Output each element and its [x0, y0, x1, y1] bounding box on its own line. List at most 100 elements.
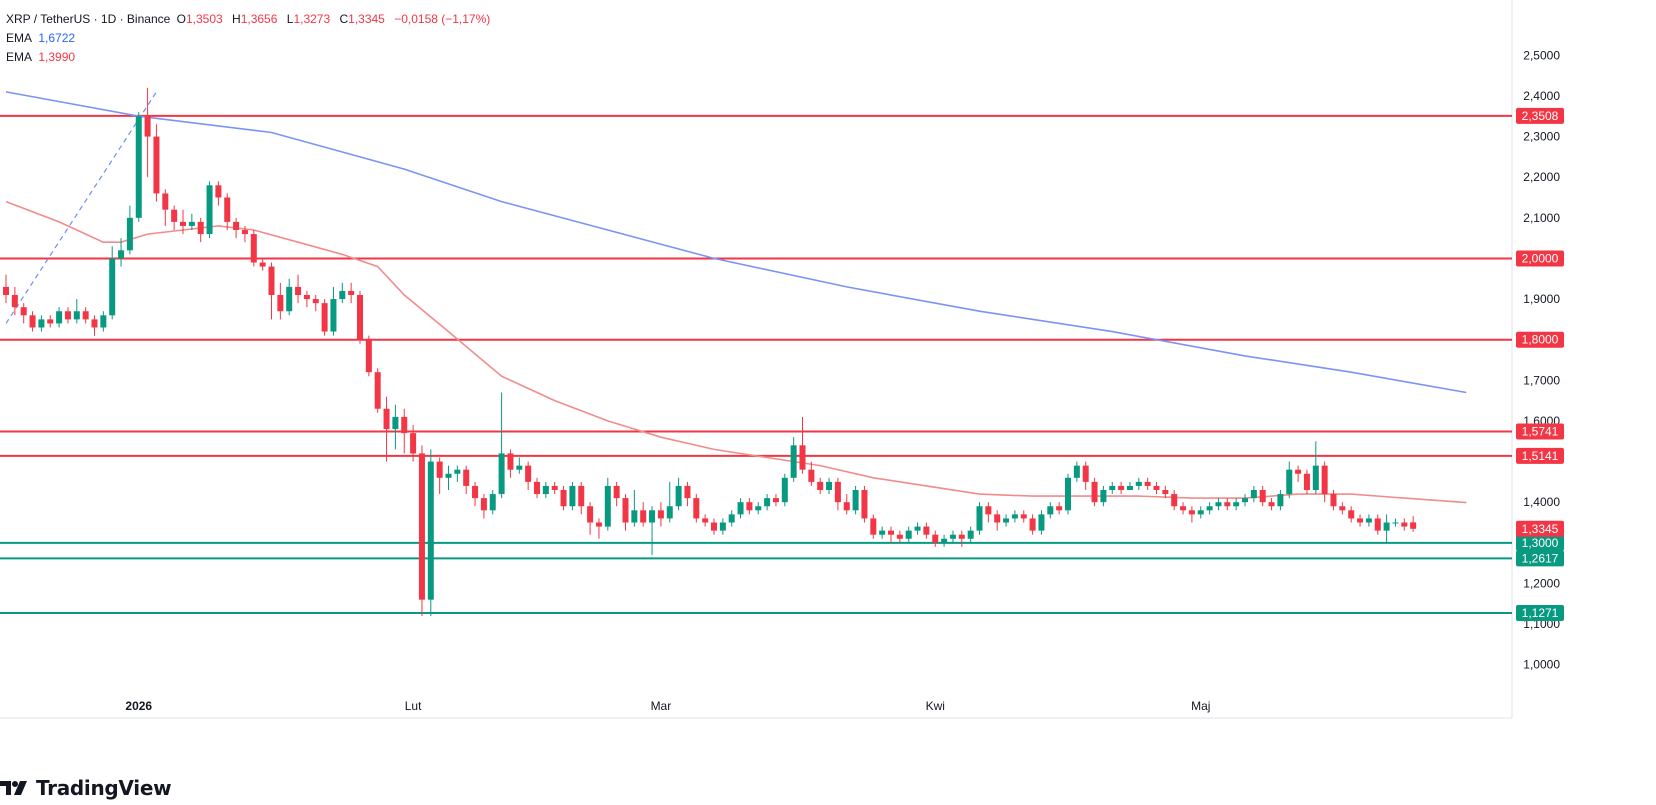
candle-body [737, 502, 744, 515]
candle-body [719, 522, 726, 531]
candle-body [1410, 522, 1417, 529]
candle-body [1242, 498, 1248, 503]
level-price-tag-bg [1516, 550, 1564, 567]
level-price-tag: 1,1271 [1522, 606, 1559, 620]
candle-body [1153, 485, 1160, 490]
candle-body [622, 498, 629, 523]
ema-long-value: 1,6722 [38, 31, 76, 45]
level-price-tag-bg [1516, 534, 1564, 551]
level-price-tag: 1,2617 [1522, 551, 1559, 565]
level-price-tag: 1,5741 [1522, 424, 1559, 438]
candle-body [82, 311, 89, 320]
level-price-tag-bg [1516, 423, 1564, 440]
candle-body [171, 209, 178, 222]
candle-body [1224, 502, 1231, 507]
candle-body [339, 290, 346, 300]
price-tags: 2,3508 2,0000 1,8000 1,5741 1,5141 1,30001,26… [1516, 107, 1564, 622]
price-tick-label: 2,4000 [1523, 89, 1560, 103]
candle-body [1011, 514, 1018, 519]
time-tick-label: Kwi [926, 699, 945, 713]
candle-body [73, 311, 80, 320]
candle-body [799, 445, 806, 470]
candle-body [383, 408, 390, 430]
candle-body [135, 116, 142, 218]
candle-body [215, 185, 222, 198]
candle-body [259, 262, 266, 267]
candle-body [91, 319, 98, 328]
candle-body [1118, 485, 1125, 490]
candle-body [772, 498, 779, 503]
candle-body [640, 510, 647, 523]
candle-body [914, 526, 921, 531]
candle-body [1135, 481, 1142, 486]
candle-body [1109, 485, 1116, 490]
candle-body [188, 221, 195, 226]
candle-body [100, 315, 107, 328]
ema-long-line [5, 91, 1467, 394]
candle-body [808, 469, 815, 482]
candle-body [118, 250, 125, 259]
candle-body [3, 286, 9, 295]
ema-short-value: 1,3990 [38, 50, 76, 64]
price-tick-label: 1,9000 [1523, 292, 1560, 306]
symbol-name[interactable]: XRP / TetherUS · 1D · Binance [6, 12, 171, 26]
level-price-tag-bg [1516, 107, 1564, 124]
ema-short-line [5, 200, 1467, 504]
candle-body [843, 502, 850, 511]
candle-body [1162, 490, 1169, 495]
time-tick-label: Lut [405, 699, 422, 713]
candle-body [1383, 522, 1390, 531]
candle-body [489, 494, 496, 511]
trend-line [5, 91, 157, 324]
ema-lines [5, 91, 1467, 504]
candle-body [578, 485, 585, 507]
candle-body [657, 510, 664, 519]
candle-body [38, 319, 45, 328]
candle-body [1339, 506, 1346, 511]
change-value: −0,0158 (−1,17%) [394, 12, 491, 26]
candle-body [197, 221, 204, 235]
candle-body [1277, 494, 1284, 507]
ema-long-row[interactable]: EMA 1,6722 [6, 29, 493, 48]
candle-body [1365, 518, 1372, 523]
candle-body [162, 193, 169, 210]
candle-body [870, 518, 877, 535]
candle-body [905, 530, 912, 539]
candle-body [1286, 469, 1293, 495]
candle-body [1268, 502, 1275, 507]
candle-body [967, 530, 974, 539]
candle-body [1259, 490, 1266, 503]
candle-body [817, 481, 824, 490]
candle-body [888, 530, 894, 535]
candle-body [56, 311, 63, 324]
time-axis: 2026 Lut Mar Kwi Maj [0, 699, 1512, 719]
candle-body [224, 197, 231, 222]
level-price-tag-bg [1516, 250, 1564, 267]
tradingview-brand[interactable]: TradingView [0, 776, 172, 800]
candle-body [604, 485, 611, 527]
candlesticks [3, 87, 1417, 616]
level-price-tag: 2,0000 [1522, 251, 1559, 265]
candle-body [1047, 506, 1054, 515]
ema-short-row[interactable]: EMA 1,3990 [6, 48, 493, 67]
candle-body [976, 506, 983, 531]
candle-body [250, 234, 257, 263]
candle-body [357, 295, 363, 340]
candle-body [1330, 494, 1337, 507]
level-price-tag: 2,3508 [1522, 109, 1559, 123]
high-label: H [232, 12, 241, 26]
high-value: 1,3656 [240, 12, 278, 26]
level-price-tag-bg [1516, 447, 1564, 464]
candle-body [932, 534, 939, 543]
price-tick-label: 2,5000 [1523, 48, 1560, 62]
candle-body [666, 506, 673, 519]
candle-body [631, 510, 638, 523]
candle-body [454, 469, 461, 474]
candle-body [410, 433, 417, 454]
level-price-tag: 1,3000 [1522, 536, 1559, 550]
candle-body [1401, 522, 1408, 527]
candle-body [985, 506, 992, 515]
level-price-tag-bg [1516, 331, 1564, 348]
candle-body [109, 258, 116, 316]
